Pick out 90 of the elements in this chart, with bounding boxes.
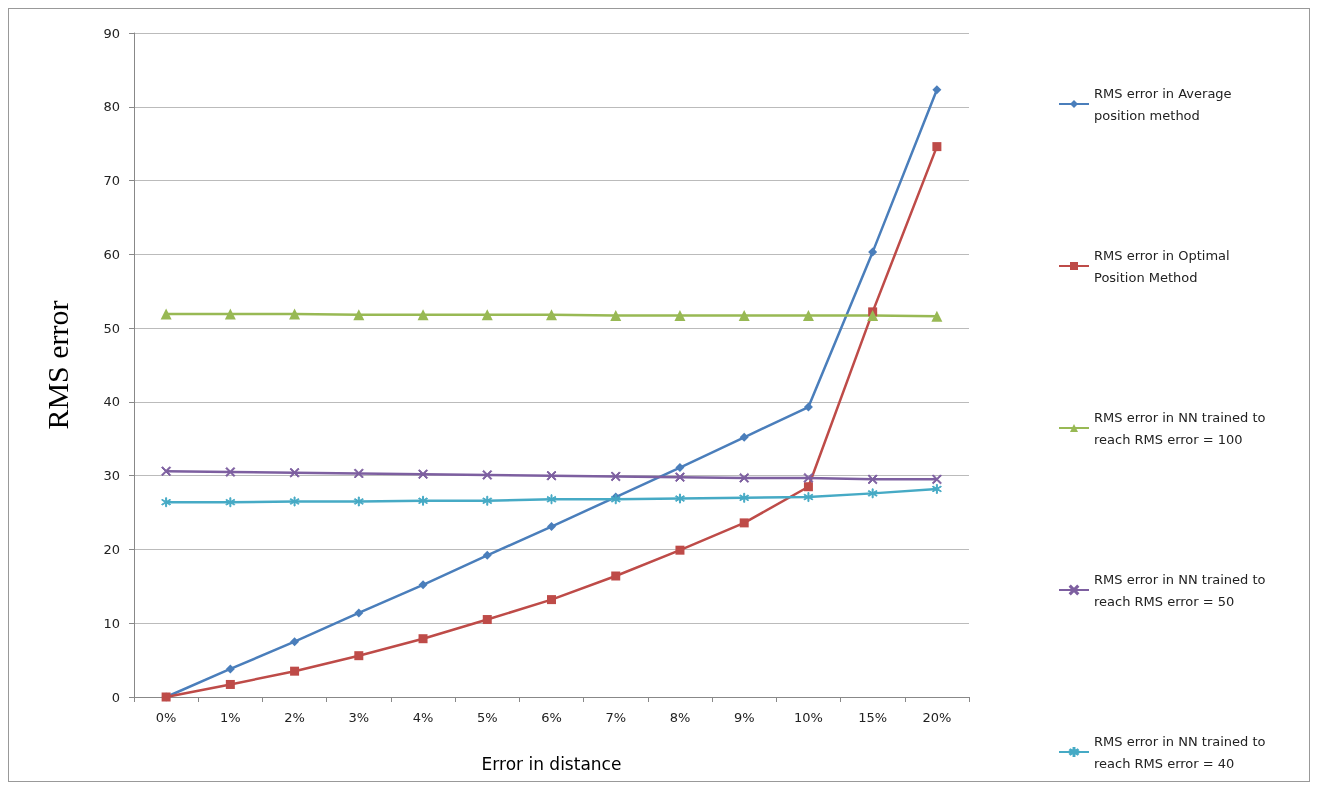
point [867,474,878,485]
point [802,310,814,322]
point [225,664,235,674]
x-tick-label: 5% [476,710,498,725]
point [546,470,557,481]
point [289,308,301,320]
y-tick-label: 20 [103,541,120,557]
point [739,492,750,503]
point [803,492,814,503]
point [739,518,749,528]
point [418,469,429,480]
point [674,310,686,322]
point [610,471,621,482]
x-tick-label: 20% [922,710,952,725]
y-tick-label: 70 [103,173,120,189]
x-axis-title: Error in distance [481,753,622,774]
point [803,472,814,483]
point [290,666,300,676]
x-tick-label: 2% [284,710,305,725]
y-tick-label: 10 [103,615,120,631]
point [931,483,942,494]
legend-label: RMS error in Optimal Position Method [1094,247,1234,285]
x-tick-label: 7% [605,710,627,725]
point [418,580,428,590]
point [867,488,878,499]
point [224,308,236,320]
point [481,309,493,321]
y-tick-label: 40 [103,394,120,410]
y-axis-title: RMS error [40,300,74,430]
point [353,468,364,479]
point [160,308,172,320]
point [674,472,685,483]
point [674,493,685,504]
point [803,402,813,412]
point [931,310,943,322]
x-tick-label: 4% [412,710,434,725]
x-tick-label: 6% [541,710,562,725]
point [867,310,879,322]
x-tick-label: 10% [793,710,823,725]
y-tick-label: 80 [103,99,120,115]
point [418,495,429,506]
point [675,463,685,473]
point [547,595,556,605]
point [482,495,493,506]
point [482,469,493,480]
point [225,679,235,689]
point [611,571,621,581]
legend-label: RMS error in NN trained to reach RMS error = 40 [1094,733,1270,771]
point [482,550,492,560]
x-tick-label: 1% [220,710,241,725]
point [289,496,300,507]
x-tick-label: 9% [733,710,755,725]
point [803,482,813,492]
x-tick-label: 15% [858,710,888,725]
point [161,497,172,508]
point [546,494,557,505]
point [931,474,942,485]
point [161,466,172,477]
point [353,309,365,321]
x-tick-label: 3% [348,710,370,725]
point [482,615,492,625]
x-tick-label: 0% [155,710,177,725]
point [418,634,428,644]
point [225,466,236,477]
point [739,472,750,483]
point [417,309,429,321]
point [225,497,236,508]
y-tick-label: 60 [103,246,120,262]
point [546,309,557,321]
point [610,310,622,322]
point [932,85,942,95]
point [675,545,685,555]
point [290,637,300,647]
point [738,310,750,322]
x-tick-label: 8% [669,710,691,725]
y-tick-label: 90 [103,25,120,41]
y-tick-label: 0 [111,689,120,705]
point [353,496,364,507]
legend-label: RMS error in NN trained to reach RMS error = 100 [1094,409,1270,447]
point [289,467,300,478]
point [739,432,749,442]
point [547,522,556,532]
legend-label: RMS error in NN trained to reach RMS error = 50 [1094,571,1270,609]
point [354,608,364,618]
y-tick-label: 50 [103,320,120,336]
point [354,651,364,661]
point [932,142,942,152]
y-tick-label: 30 [103,468,120,484]
legend-label: RMS error in Average position method [1094,85,1236,123]
point [868,247,878,257]
